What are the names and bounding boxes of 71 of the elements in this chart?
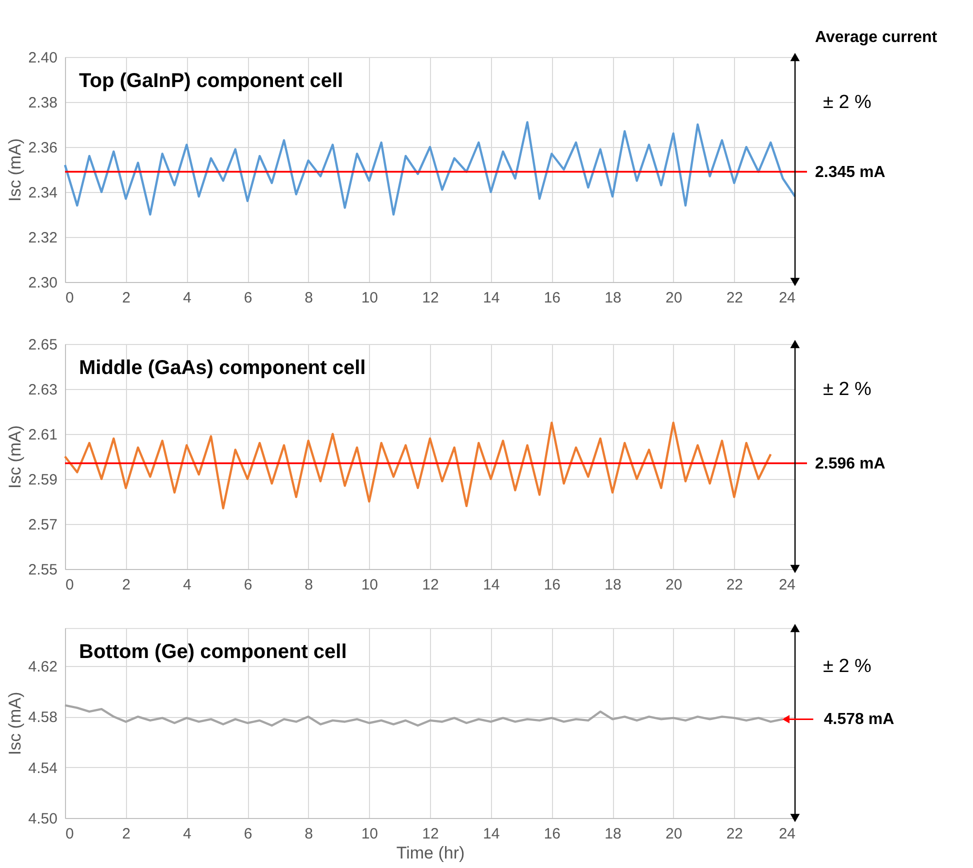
x-tick-label: 12 xyxy=(422,826,439,842)
x-tick-label: 8 xyxy=(304,576,314,594)
y-tick-label: 2.30 xyxy=(28,274,58,292)
y-tick-label: 2.59 xyxy=(28,472,58,488)
x-tick-label: 22 xyxy=(726,826,744,842)
x-tick-label: 24 xyxy=(778,826,796,842)
y-tick-label: 2.36 xyxy=(28,140,58,156)
x-tick-label: 24 xyxy=(778,290,796,306)
line-series xyxy=(64,121,796,216)
x-tick-label: 6 xyxy=(244,290,252,306)
line-series xyxy=(64,422,772,510)
x-tick-label: 20 xyxy=(665,290,682,306)
x-tick-label: 0 xyxy=(66,576,74,594)
y-tick-label: 2.34 xyxy=(28,184,58,202)
x-tick-label: 10 xyxy=(361,826,378,842)
y-tick-label: 4.62 xyxy=(28,658,58,676)
y-tick-label: 2.40 xyxy=(28,50,58,66)
text: ± 2 % xyxy=(823,92,872,113)
y-axis-title: Isc (mA) xyxy=(5,692,24,756)
x-tick-label: 14 xyxy=(482,826,500,842)
x-tick-label: 2 xyxy=(122,290,131,306)
x-tick-label: 6 xyxy=(244,576,252,594)
x-tick-label: 10 xyxy=(361,290,378,306)
x-tick-label: 8 xyxy=(304,290,314,306)
x-tick-label: 10 xyxy=(361,576,378,594)
x-tick-label: 18 xyxy=(604,576,622,594)
x-tick-label: 16 xyxy=(544,576,561,594)
y-tick-label: 2.55 xyxy=(28,562,58,578)
x-tick-label: 24 xyxy=(778,576,796,594)
x-tick-label: 14 xyxy=(482,290,500,306)
x-tick-label: 12 xyxy=(422,290,439,306)
x-tick-label: 12 xyxy=(422,576,439,594)
x-tick-label: 20 xyxy=(665,826,682,842)
text: ± 2 % xyxy=(823,379,872,400)
text: Average current xyxy=(815,29,938,46)
text: Bottom (Ge) component cell xyxy=(79,641,347,663)
x-tick-label: 0 xyxy=(66,290,74,306)
y-tick-label: 4.58 xyxy=(28,709,58,726)
y-axis-title: Isc (mA) xyxy=(5,425,24,489)
x-axis-title: Time (hr) xyxy=(396,844,465,862)
y-tick-label: 2.63 xyxy=(28,382,58,398)
ref-line-label: 2.596 mA xyxy=(815,455,886,472)
x-tick-label: 8 xyxy=(304,826,314,842)
text: ± 2 % xyxy=(823,656,872,677)
x-tick-label: 2 xyxy=(122,576,131,594)
y-tick-label: 4.54 xyxy=(28,760,58,777)
y-tick-label: 2.65 xyxy=(28,336,58,354)
text: Top (GaInP) component cell xyxy=(79,70,344,92)
x-tick-label: 18 xyxy=(604,290,622,306)
ref-line-label: 2.345 mA xyxy=(815,164,886,181)
text: Middle (GaAs) component cell xyxy=(79,357,366,379)
y-tick-label: 4.50 xyxy=(28,810,58,828)
x-tick-label: 22 xyxy=(726,576,744,594)
y-tick-label: 2.61 xyxy=(28,426,58,444)
x-tick-label: 22 xyxy=(726,290,744,306)
x-tick-label: 6 xyxy=(244,826,252,842)
x-tick-label: 4 xyxy=(182,576,192,594)
x-tick-label: 4 xyxy=(182,826,192,842)
x-tick-label: 14 xyxy=(482,576,500,594)
y-tick-label: 2.57 xyxy=(28,516,58,534)
annotation: 4.578 mA xyxy=(824,711,895,728)
x-tick-label: 0 xyxy=(66,826,74,842)
y-tick-label: 2.32 xyxy=(28,230,58,246)
x-tick-label: 4 xyxy=(182,290,192,306)
x-tick-label: 16 xyxy=(544,826,561,842)
x-tick-label: 16 xyxy=(544,290,561,306)
x-tick-label: 18 xyxy=(604,826,622,842)
y-tick-label: 2.38 xyxy=(28,94,58,112)
x-tick-label: 2 xyxy=(122,826,131,842)
x-tick-label: 20 xyxy=(665,576,682,594)
y-axis-title: Isc (mA) xyxy=(5,138,24,202)
